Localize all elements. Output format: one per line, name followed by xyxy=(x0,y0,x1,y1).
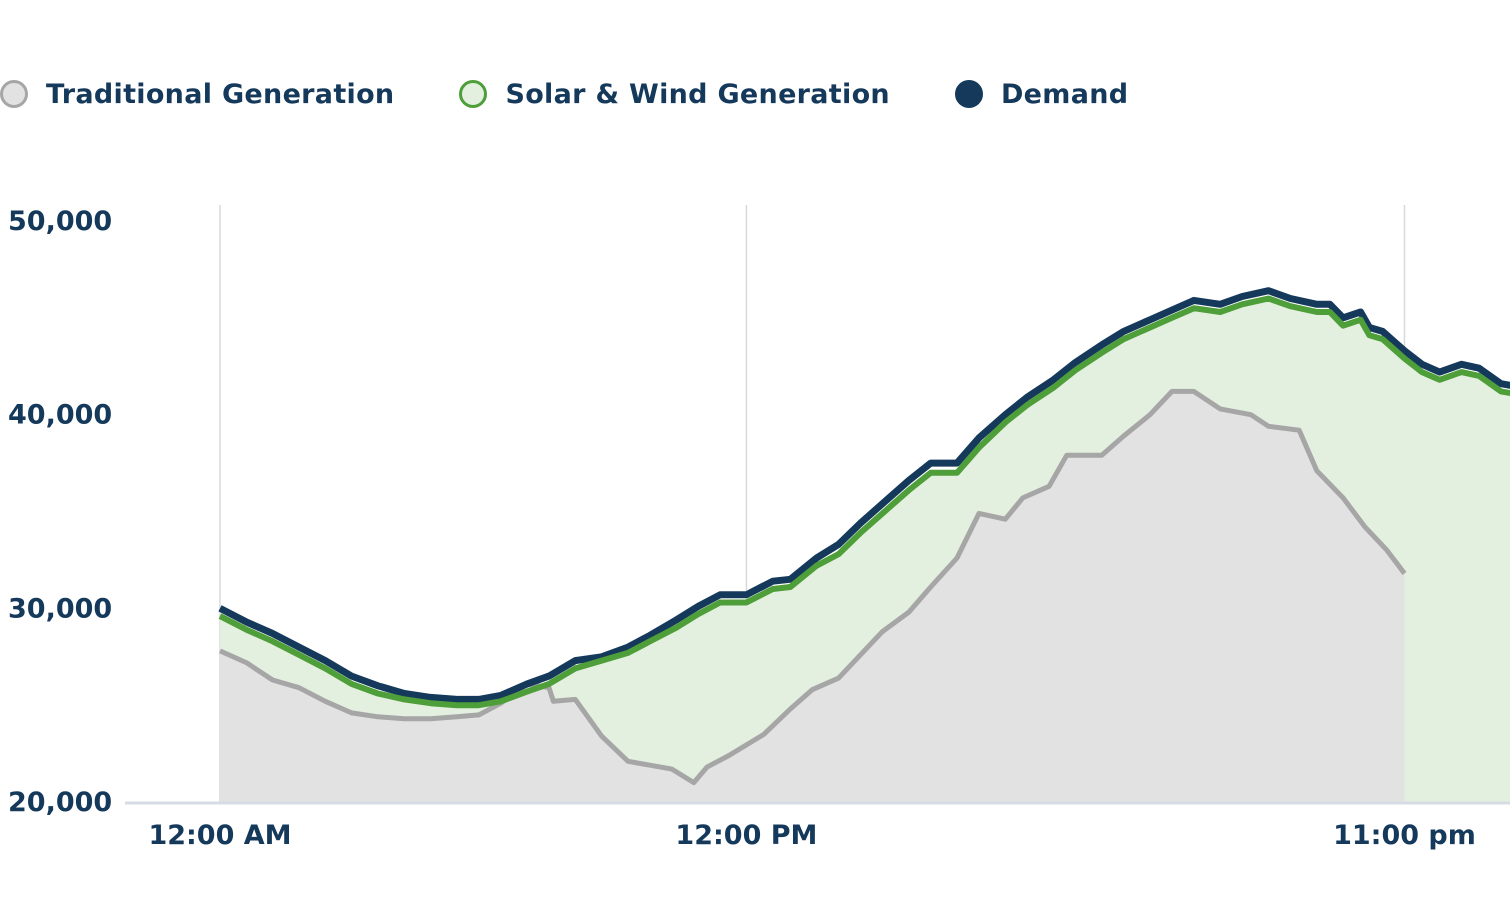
x-axis-tick-labels: 12:00 AM 12:00 PM 11:00 pm xyxy=(148,820,1475,851)
legend-label-traditional: Traditional Generation xyxy=(46,78,395,110)
series-lines xyxy=(218,287,1510,786)
x-tick-label: 12:00 AM xyxy=(148,820,291,851)
legend-item-solar-wind[interactable]: Solar & Wind Generation xyxy=(459,79,890,110)
legend-item-traditional[interactable]: Traditional Generation xyxy=(0,79,394,110)
x-tick-label: 12:00 PM xyxy=(675,820,817,851)
chart-legend: Traditional Generation Solar & Wind Gene… xyxy=(0,72,1193,116)
x-tick-label: 11:00 pm xyxy=(1333,820,1476,851)
traditional-generation-line xyxy=(218,388,1407,786)
y-tick-label: 20,000 xyxy=(8,787,112,818)
y-tick-label: 30,000 xyxy=(8,593,112,624)
legend-swatch-solar-wind xyxy=(459,80,488,108)
legend-swatch-traditional xyxy=(0,80,28,108)
y-tick-label: 50,000 xyxy=(8,206,112,237)
demand-line xyxy=(218,287,1510,703)
solar-wind-generation-line xyxy=(218,295,1510,709)
legend-label-solar-wind: Solar & Wind Generation xyxy=(505,78,890,110)
legend-label-demand: Demand xyxy=(1000,78,1129,110)
legend-item-demand[interactable]: Demand xyxy=(954,78,1129,110)
traditional-area xyxy=(220,391,1405,802)
y-axis-tick-labels: 50,000 40,000 30,000 20,000 xyxy=(8,206,112,818)
legend-swatch-demand xyxy=(954,80,983,108)
area-layer xyxy=(220,298,1510,802)
y-tick-label: 40,000 xyxy=(8,400,112,431)
